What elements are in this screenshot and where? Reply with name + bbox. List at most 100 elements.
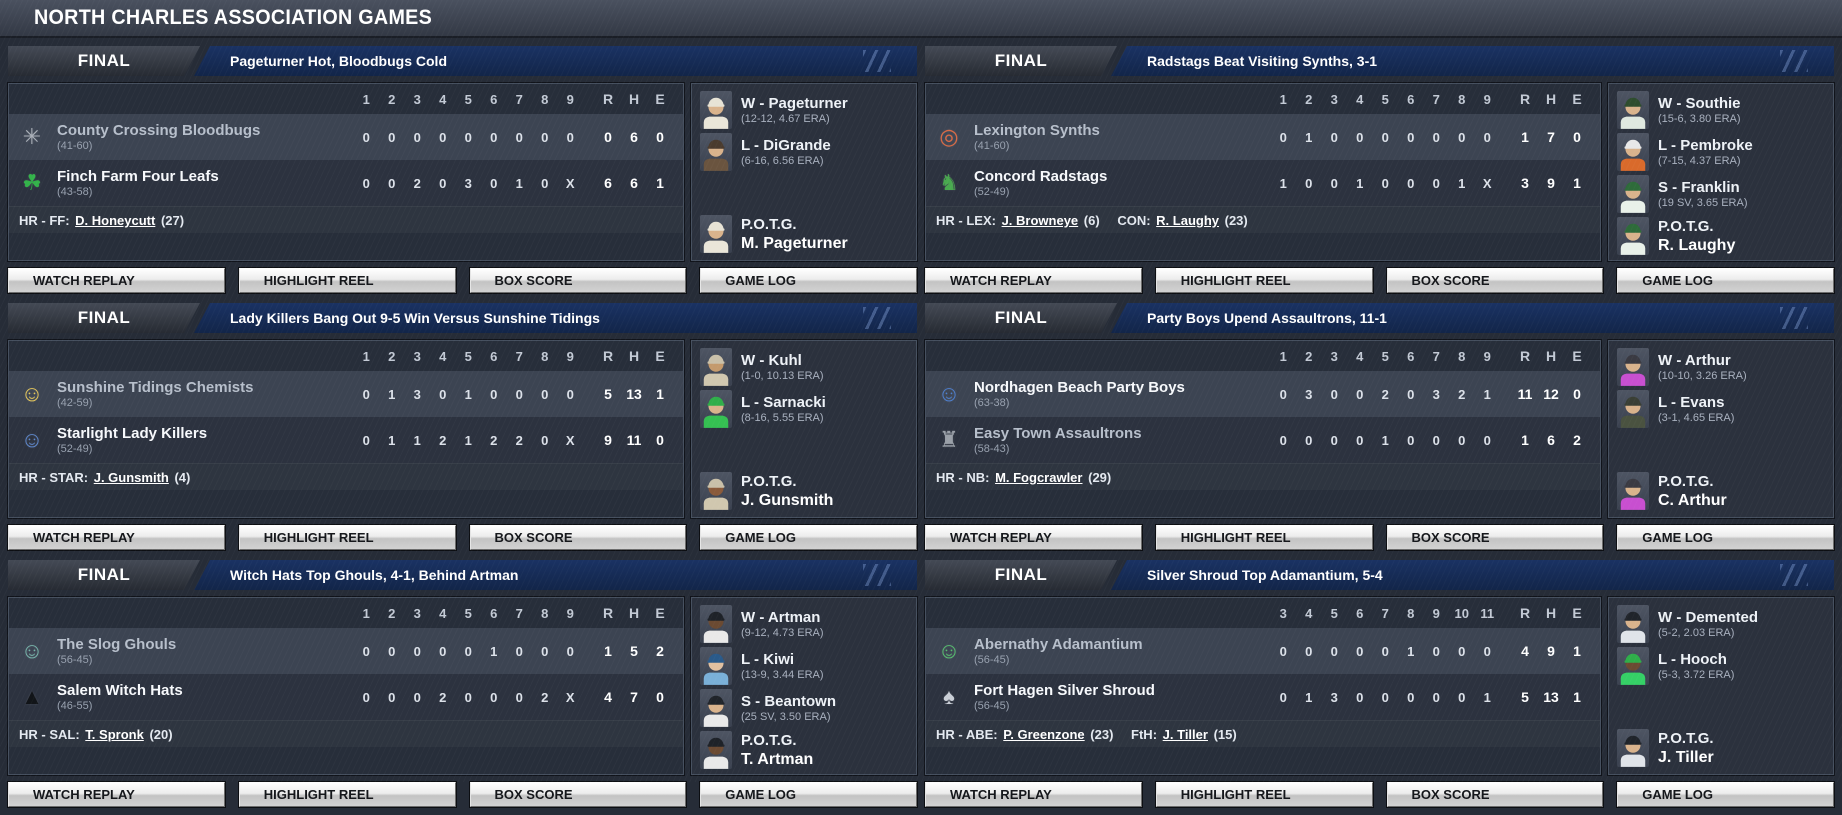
pitcher-entry-win: W - Kuhl (1-0, 10.13 ERA)	[700, 348, 908, 386]
team-name[interactable]: Concord Radstags	[974, 168, 1108, 185]
potg-label: P.O.T.G.	[741, 215, 797, 233]
box-score-button[interactable]: BOX SCORE	[468, 524, 688, 551]
final-bar: FINAL Radstags Beat Visiting Synths, 3-1	[925, 46, 1834, 76]
game-log-button[interactable]: GAME LOG	[699, 524, 918, 551]
game-log-button[interactable]: GAME LOG	[1616, 267, 1835, 294]
hr-label: CON:	[1117, 213, 1151, 228]
losing-pitcher[interactable]: L - Sarnacki	[741, 394, 826, 411]
watch-replay-button[interactable]: WATCH REPLAY	[7, 781, 226, 808]
team-record: (52-49)	[974, 186, 1010, 198]
watch-replay-button[interactable]: WATCH REPLAY	[924, 781, 1143, 808]
hr-player-link[interactable]: M. Fogcrawler	[995, 470, 1083, 485]
pitcher-stats: (25 SV, 3.50 ERA)	[741, 711, 831, 723]
highlight-reel-button[interactable]: HIGHLIGHT REEL	[237, 267, 457, 294]
team-name[interactable]: Lexington Synths	[974, 122, 1100, 139]
potg-player[interactable]: J. Tiller	[1658, 748, 1714, 766]
potg-player[interactable]: C. Arthur	[1658, 491, 1727, 509]
game-panel: FINAL Party Boys Upend Assaultrons, 11-1…	[924, 303, 1835, 551]
box-score-button[interactable]: BOX SCORE	[468, 267, 688, 294]
box-score-button[interactable]: BOX SCORE	[468, 781, 688, 808]
team-name[interactable]: County Crossing Bloodbugs	[57, 122, 261, 139]
team-name[interactable]: Finch Farm Four Leafs	[57, 168, 219, 185]
team-name[interactable]: Starlight Lady Killers	[57, 425, 208, 442]
game-log-button[interactable]: GAME LOG	[699, 781, 918, 808]
losing-pitcher[interactable]: L - Kiwi	[741, 651, 795, 668]
box-score-button[interactable]: BOX SCORE	[1385, 267, 1605, 294]
hr-player-link[interactable]: T. Spronk	[85, 727, 144, 742]
pitcher-stats: (9-12, 4.73 ERA)	[741, 627, 824, 639]
pitcher-avatar	[1617, 729, 1649, 767]
team-name[interactable]: Fort Hagen Silver Shroud	[974, 682, 1155, 699]
game-log-button[interactable]: GAME LOG	[699, 267, 918, 294]
hr-player-link[interactable]: P. Greenzone	[1003, 727, 1085, 742]
potg-player[interactable]: T. Artman	[741, 750, 814, 768]
highlight-reel-button[interactable]: HIGHLIGHT REEL	[1154, 524, 1374, 551]
potg-player[interactable]: R. Laughy	[1658, 236, 1736, 254]
clover-icon: ☘	[22, 170, 42, 195]
winning-pitcher[interactable]: W - Southie	[1658, 95, 1741, 112]
game-log-button[interactable]: GAME LOG	[1616, 524, 1835, 551]
highlight-reel-button[interactable]: HIGHLIGHT REEL	[1154, 267, 1374, 294]
team-name[interactable]: Salem Witch Hats	[57, 682, 183, 699]
highlight-reel-button[interactable]: HIGHLIGHT REEL	[237, 781, 457, 808]
potg-player[interactable]: J. Gunsmith	[741, 491, 834, 509]
watch-replay-button[interactable]: WATCH REPLAY	[7, 267, 226, 294]
hr-count: (6)	[1083, 213, 1100, 228]
watch-replay-button[interactable]: WATCH REPLAY	[924, 524, 1143, 551]
box-score-button[interactable]: BOX SCORE	[1385, 524, 1605, 551]
final-status: FINAL	[8, 560, 200, 590]
hr-player-link[interactable]: R. Laughy	[1156, 213, 1219, 228]
losing-pitcher[interactable]: L - Evans	[1658, 394, 1725, 411]
pitcher-stats: (5-2, 2.03 ERA)	[1658, 627, 1735, 639]
hr-player-link[interactable]: J. Browneye	[1001, 213, 1079, 228]
potg-entry: P.O.T.G. J. Gunsmith	[700, 472, 908, 510]
winning-pitcher[interactable]: W - Pageturner	[741, 95, 848, 112]
team-name[interactable]: Abernathy Adamantium	[974, 636, 1143, 653]
winning-pitcher[interactable]: W - Arthur	[1658, 352, 1731, 369]
highlight-reel-button[interactable]: HIGHLIGHT REEL	[1154, 781, 1374, 808]
watch-replay-button[interactable]: WATCH REPLAY	[7, 524, 226, 551]
game-headline: Silver Shroud Top Adamantium, 5-4	[1111, 560, 1834, 590]
losing-pitcher[interactable]: L - Hooch	[1658, 651, 1727, 668]
winning-pitcher[interactable]: W - Artman	[741, 609, 821, 626]
final-bar: FINAL Pageturner Hot, Bloodbugs Cold	[8, 46, 917, 76]
final-status: FINAL	[8, 46, 200, 76]
save-pitcher[interactable]: S - Beantown	[741, 693, 837, 710]
game-log-button[interactable]: GAME LOG	[1616, 781, 1835, 808]
hr-player-link[interactable]: D. Honeycutt	[75, 213, 156, 228]
watch-replay-button[interactable]: WATCH REPLAY	[924, 267, 1143, 294]
winning-pitcher[interactable]: W - Kuhl	[741, 352, 802, 369]
losing-pitcher[interactable]: L - DiGrande	[741, 137, 831, 154]
team-name[interactable]: Sunshine Tidings Chemists	[57, 379, 254, 396]
winning-pitcher[interactable]: W - Demented	[1658, 609, 1759, 626]
pitcher-avatar	[700, 91, 732, 129]
pitcher-avatar	[1617, 348, 1649, 386]
pitcher-stats: (1-0, 10.13 ERA)	[741, 370, 824, 382]
game-headline: Party Boys Upend Assaultrons, 11-1	[1111, 303, 1834, 333]
chemist-icon: ☺	[20, 381, 44, 406]
potg-label: P.O.T.G.	[1658, 217, 1714, 235]
pitcher-entry-win: W - Demented (5-2, 2.03 ERA)	[1617, 605, 1825, 643]
hr-player-link[interactable]: J. Tiller	[1162, 727, 1208, 742]
team-name[interactable]: The Slog Ghouls	[57, 636, 177, 653]
team-name[interactable]: Nordhagen Beach Party Boys	[974, 379, 1185, 396]
potg-player[interactable]: M. Pageturner	[741, 234, 848, 252]
highlight-reel-button[interactable]: HIGHLIGHT REEL	[237, 524, 457, 551]
hr-player-link[interactable]: J. Gunsmith	[93, 470, 169, 485]
game-buttons: WATCH REPLAY HIGHLIGHT REEL BOX SCORE GA…	[924, 781, 1835, 808]
pitcher-stats: (6-16, 6.56 ERA)	[741, 155, 824, 167]
box-score-button[interactable]: BOX SCORE	[1385, 781, 1605, 808]
pitcher-stats: (19 SV, 3.65 ERA)	[1658, 197, 1748, 209]
losing-pitcher[interactable]: L - Pembroke	[1658, 137, 1753, 154]
save-pitcher[interactable]: S - Franklin	[1658, 179, 1740, 196]
team-name[interactable]: Easy Town Assaultrons	[974, 425, 1142, 442]
